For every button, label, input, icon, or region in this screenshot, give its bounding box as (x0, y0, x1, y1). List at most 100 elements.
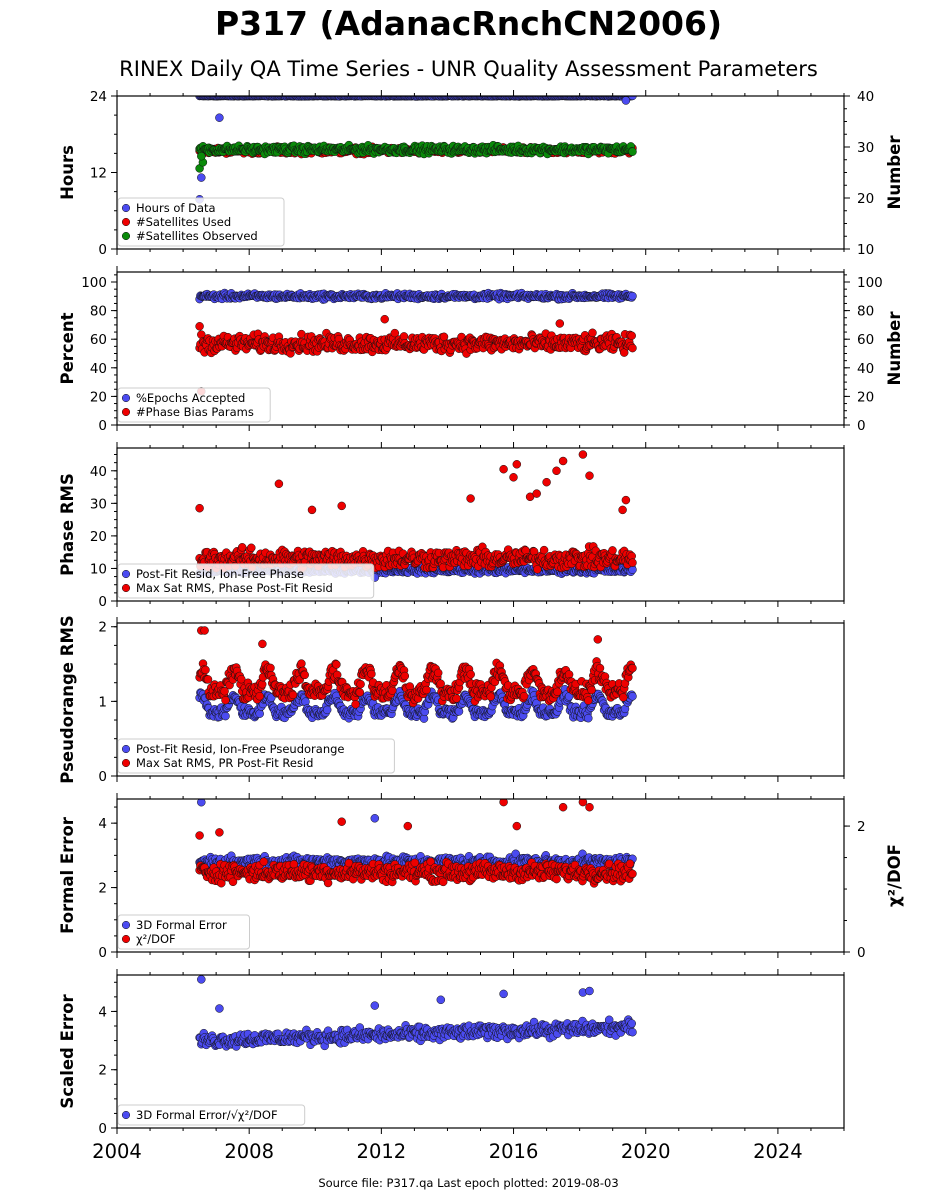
data-point (509, 473, 518, 482)
legend-entry: #Satellites Used (136, 215, 231, 229)
data-point (300, 670, 309, 680)
data-point (288, 690, 298, 700)
legend-entry: #Satellites Observed (136, 229, 258, 243)
points-pseudorange (195, 626, 637, 723)
data-point (512, 460, 522, 469)
data-point (422, 685, 431, 695)
data-point (486, 692, 495, 701)
data-point (621, 495, 631, 505)
data-point (400, 671, 410, 681)
data-point (351, 700, 360, 709)
legend-marker (121, 407, 131, 417)
data-point (436, 679, 445, 688)
data-point (618, 505, 627, 515)
data-point (584, 696, 593, 705)
page-subtitle: RINEX Daily QA Time Series - UNR Quality… (119, 57, 818, 81)
data-point (628, 343, 637, 353)
data-point (588, 328, 597, 338)
y-tick-label: 40 (90, 361, 107, 377)
legend-entry: Max Sat RMS, Phase Post-Fit Resid (136, 581, 333, 595)
data-point (255, 709, 264, 718)
data-point (274, 479, 284, 489)
legend-hours: Hours of Data#Satellites Used#Satellites… (117, 197, 285, 247)
legend-marker (121, 217, 131, 227)
y-right-tick-label: 20 (857, 389, 874, 405)
y-right-tick-label: 100 (857, 275, 883, 291)
data-point (297, 659, 306, 668)
y-axis-right-label: Number (885, 135, 904, 210)
legend-marker (121, 583, 131, 593)
data-point (584, 713, 593, 723)
y-axis-label: Percent (58, 312, 77, 384)
data-point (221, 711, 230, 721)
legend-entry: %Epochs Accepted (136, 391, 245, 405)
y-tick-label: 40 (90, 464, 107, 480)
series-hours-2 (195, 140, 637, 173)
data-point (215, 113, 224, 122)
legend-entry: Hours of Data (136, 201, 216, 215)
data-point (499, 464, 508, 474)
data-point (332, 660, 341, 669)
data-point (539, 545, 549, 555)
y-right-tick-label: 30 (857, 140, 874, 156)
data-point (519, 691, 529, 701)
data-point (553, 687, 562, 697)
y-right-tick-label: 40 (857, 89, 874, 105)
y-right-tick-label: 0 (857, 418, 866, 434)
data-point (388, 686, 397, 695)
data-point (587, 685, 596, 695)
data-point (628, 96, 637, 101)
points-hours (195, 96, 637, 204)
y-axis-label: Hours (58, 145, 77, 200)
data-point (555, 319, 565, 328)
data-point (628, 147, 637, 156)
data-point (466, 670, 475, 679)
y-tick-label: 60 (90, 332, 107, 348)
legend-box (117, 387, 271, 423)
data-point (627, 331, 636, 340)
y-tick-label: 10 (90, 561, 107, 577)
series-percent-0 (195, 288, 637, 304)
data-point (247, 543, 256, 553)
data-point (628, 291, 637, 301)
data-point (195, 322, 204, 331)
data-point (578, 450, 588, 459)
y-axis-label: Phase RMS (58, 473, 77, 576)
y-tick-label: 24 (90, 89, 107, 105)
data-point (608, 546, 617, 555)
legend-entry: Post-Fit Resid, Ion-Free Phase (136, 567, 304, 581)
y-right-tick-label: 60 (857, 332, 874, 348)
legend-marker (121, 231, 131, 241)
y-right-tick-label: 80 (857, 304, 874, 320)
series-phase-1 (195, 450, 637, 574)
data-point (628, 692, 637, 701)
data-point (203, 675, 213, 684)
data-point (266, 663, 275, 673)
data-point (585, 471, 594, 480)
data-point (452, 694, 461, 703)
legend-entry: #Phase Bias Params (136, 405, 254, 419)
data-point (466, 494, 475, 503)
data-point (197, 173, 206, 182)
y-tick-label: 12 (90, 166, 107, 182)
y-axis-right-label: Number (885, 311, 904, 386)
data-point (628, 558, 637, 567)
data-point (195, 503, 204, 513)
y-tick-label: 20 (90, 529, 107, 545)
series-hours-0 (195, 96, 637, 204)
points-phase (195, 450, 637, 582)
data-point (390, 328, 400, 338)
y-right-tick-label: 40 (857, 361, 874, 377)
legend-marker (121, 569, 131, 579)
data-point (595, 663, 605, 673)
legend-marker (121, 393, 131, 403)
data-point (355, 688, 365, 697)
y-tick-label: 80 (90, 304, 107, 320)
data-point (558, 456, 568, 466)
